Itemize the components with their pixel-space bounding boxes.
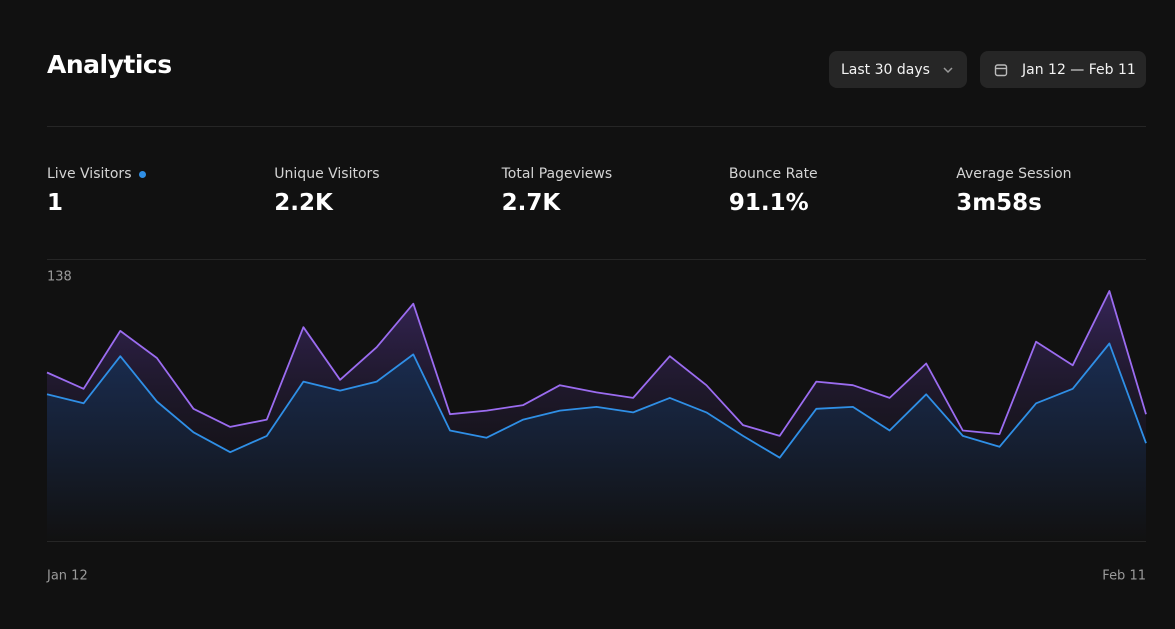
stat-label-text: Total Pageviews bbox=[501, 166, 613, 182]
live-dot bbox=[138, 170, 146, 178]
stat-label: Average Session bbox=[956, 166, 1071, 182]
stat-label-text: Bounce Rate bbox=[728, 166, 818, 182]
stat-label-text: Live Visitors bbox=[47, 166, 132, 182]
page-title: Analytics bbox=[47, 50, 172, 79]
stat-label-text: Unique Visitors bbox=[274, 166, 380, 182]
range-select[interactable]: Last 30 days bbox=[829, 51, 967, 88]
stat-value: 1 bbox=[47, 190, 64, 216]
area-fill bbox=[47, 343, 1146, 541]
date-picker[interactable]: Jan 12 — Feb 11 bbox=[980, 51, 1146, 88]
divider bbox=[47, 126, 1146, 127]
stat-value: 2.2K bbox=[274, 190, 333, 216]
divider bbox=[47, 259, 1146, 260]
stat-value: 2.7K bbox=[501, 190, 561, 216]
stat-value: 3m58s bbox=[956, 190, 1042, 216]
x-tick-label: Feb 11 bbox=[1102, 569, 1146, 584]
date-range: Jan 12 — Feb 11 bbox=[1022, 61, 1136, 78]
stat-label-text: Average Session bbox=[956, 166, 1072, 182]
x-tick-label: Jan 12 bbox=[46, 569, 88, 584]
range-label: Last 30 days bbox=[841, 61, 930, 78]
line bbox=[46, 342, 1147, 459]
stat-value: 91.1% bbox=[728, 190, 809, 216]
chart: 138 Jan 12 Feb 11 bbox=[46, 270, 1147, 584]
stat-label: Bounce Rate bbox=[729, 166, 818, 182]
calendar-icon bbox=[994, 63, 1008, 76]
line bbox=[46, 290, 1147, 437]
stat-label: Unique Visitors bbox=[274, 166, 379, 182]
stat-label: Live Visitors bbox=[47, 166, 146, 182]
y-tick-label: 138 bbox=[47, 270, 72, 285]
stat-label: Total Pageviews bbox=[502, 166, 613, 182]
chevron-icon bbox=[943, 66, 953, 73]
